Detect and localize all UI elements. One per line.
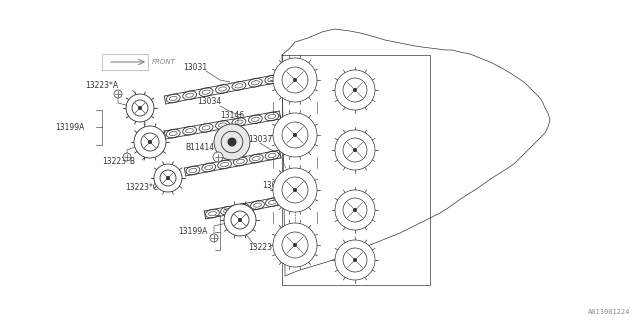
Text: 13223*D: 13223*D [248, 244, 282, 252]
Text: 13223*B: 13223*B [102, 157, 135, 166]
Circle shape [224, 204, 256, 236]
Text: 13052: 13052 [262, 180, 286, 189]
Circle shape [166, 176, 170, 180]
Circle shape [273, 223, 317, 267]
Text: 13199A: 13199A [55, 123, 84, 132]
Circle shape [293, 188, 297, 192]
Circle shape [353, 258, 357, 262]
Circle shape [353, 148, 357, 152]
Text: 13223*A: 13223*A [85, 81, 118, 90]
Circle shape [335, 190, 375, 230]
Text: 13031: 13031 [183, 63, 207, 73]
Circle shape [227, 138, 237, 147]
Circle shape [293, 133, 297, 137]
Circle shape [335, 70, 375, 110]
Circle shape [335, 130, 375, 170]
Circle shape [126, 94, 154, 122]
Text: 13037: 13037 [248, 135, 272, 145]
Circle shape [154, 164, 182, 192]
Circle shape [214, 124, 250, 160]
Circle shape [293, 78, 297, 82]
Circle shape [213, 152, 223, 162]
Text: 13034: 13034 [197, 98, 221, 107]
Text: FRONT: FRONT [152, 59, 176, 65]
Circle shape [148, 140, 152, 144]
Circle shape [114, 90, 122, 98]
Text: 13199A: 13199A [178, 228, 207, 236]
Text: 13223*C: 13223*C [125, 183, 158, 193]
Circle shape [123, 153, 131, 161]
Text: B11414: B11414 [185, 142, 214, 151]
Circle shape [134, 126, 166, 158]
Circle shape [353, 208, 357, 212]
Text: 13146: 13146 [220, 110, 244, 119]
Circle shape [273, 113, 317, 157]
Circle shape [238, 218, 242, 222]
Circle shape [353, 88, 357, 92]
Circle shape [210, 234, 218, 242]
Circle shape [273, 168, 317, 212]
Circle shape [335, 240, 375, 280]
Circle shape [293, 243, 297, 247]
Circle shape [138, 106, 142, 110]
Circle shape [273, 58, 317, 102]
Text: A013001224: A013001224 [588, 309, 630, 315]
